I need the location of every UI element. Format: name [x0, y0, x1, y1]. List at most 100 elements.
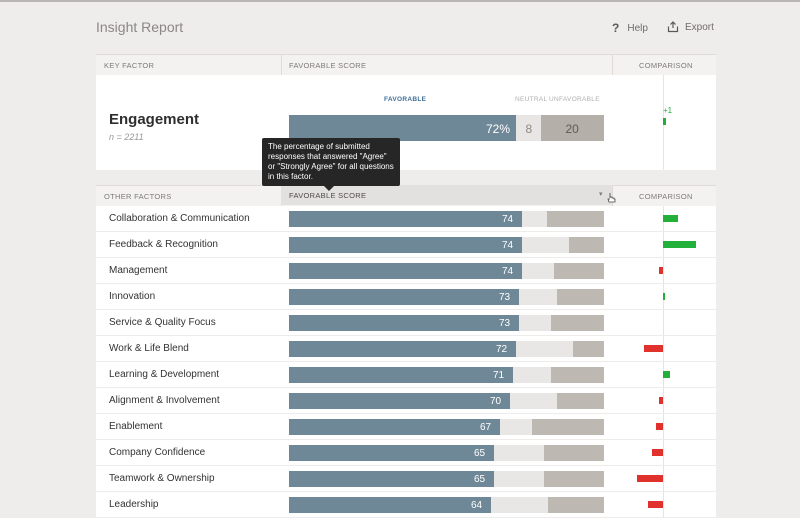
row-divider	[96, 361, 716, 362]
favorable-segment	[289, 393, 510, 409]
factor-score-bar[interactable]: 74	[289, 211, 604, 227]
favorable-score-value: 74	[502, 266, 514, 277]
factor-name: Company Confidence	[109, 447, 206, 458]
factor-row[interactable]: Feedback & Recognition 74	[96, 232, 716, 258]
comparison-bar	[663, 293, 665, 300]
favorable-score-value: 64	[471, 500, 483, 511]
unfavorable-segment	[573, 341, 604, 357]
factor-name: Collaboration & Communication	[109, 213, 250, 224]
favorable-segment	[289, 211, 522, 227]
col-favorable-score-text[interactable]: FAVORABLE SCORE	[289, 191, 367, 200]
help-button[interactable]: ? Help	[612, 21, 648, 35]
unfavorable-segment	[547, 211, 604, 227]
sort-arrow-icon[interactable]: ▾	[599, 191, 603, 198]
favorable-segment	[289, 341, 516, 357]
factor-name: Management	[109, 265, 168, 276]
export-icon	[667, 21, 679, 33]
factor-score-bar[interactable]: 64	[289, 497, 604, 513]
factor-row[interactable]: Innovation 73	[96, 284, 716, 310]
factor-score-bar[interactable]: 72	[289, 341, 604, 357]
col-other-factors: OTHER FACTORS	[104, 192, 172, 201]
favorable-segment	[289, 367, 513, 383]
factor-name: Learning & Development	[109, 369, 220, 380]
factor-name: Leadership	[109, 499, 159, 510]
comparison-bar	[663, 371, 670, 378]
factor-score-bar[interactable]: 65	[289, 471, 604, 487]
comparison-bar	[659, 397, 663, 404]
row-divider	[96, 439, 716, 440]
factor-row[interactable]: Teamwork & Ownership 65	[96, 466, 716, 492]
col-comparison: COMPARISON	[639, 192, 693, 201]
export-button[interactable]: Export	[667, 21, 714, 33]
key-factor-score-bar[interactable]: 72% 8 20	[289, 115, 604, 141]
favorable-score-tooltip: The percentage of submitted responses th…	[262, 138, 400, 191]
row-divider	[96, 257, 716, 258]
neutral-segment	[500, 419, 532, 435]
help-label: Help	[627, 22, 648, 34]
neutral-segment	[519, 289, 557, 305]
unfavorable-segment	[557, 393, 604, 409]
comparison-bar	[656, 423, 663, 430]
factor-row[interactable]: Enablement 67	[96, 414, 716, 440]
favorable-score-value: 70	[490, 396, 502, 407]
factor-row[interactable]: Leadership 64	[96, 492, 716, 518]
comparison-bar	[637, 475, 663, 482]
favorable-score-value: 71	[493, 370, 505, 381]
favorable-segment	[289, 445, 494, 461]
factor-name: Service & Quality Focus	[109, 317, 216, 328]
row-divider	[96, 465, 716, 466]
key-comparison-label: +1	[663, 106, 673, 115]
factor-row[interactable]: Management 74	[96, 258, 716, 284]
factor-score-bar[interactable]: 73	[289, 289, 604, 305]
key-factor-header: KEY FACTOR FAVORABLE SCORE COMPARISON	[96, 54, 716, 76]
factor-row[interactable]: Company Confidence 65	[96, 440, 716, 466]
factor-score-bar[interactable]: 73	[289, 315, 604, 331]
favorable-segment	[289, 315, 519, 331]
comparison-zero-line	[663, 206, 664, 518]
hand-cursor-icon	[607, 190, 616, 208]
row-divider	[96, 309, 716, 310]
factor-score-bar[interactable]: 65	[289, 445, 604, 461]
favorable-segment	[289, 419, 500, 435]
favorable-segment	[289, 263, 522, 279]
export-label: Export	[685, 21, 714, 33]
key-factor-name: Engagement	[109, 111, 200, 128]
neutral-segment	[519, 315, 551, 331]
row-divider	[96, 283, 716, 284]
favorable-score-value: 72	[496, 344, 508, 355]
neutral-segment	[494, 445, 544, 461]
favorable-score-value: 74	[502, 240, 514, 251]
favorable-score-value: 65	[474, 474, 486, 485]
key-factor-n: n = 2211	[109, 132, 144, 142]
row-divider	[96, 413, 716, 414]
factor-score-bar[interactable]: 71	[289, 367, 604, 383]
comparison-bar	[663, 241, 696, 248]
favorable-score-value: 73	[499, 292, 511, 303]
unfavorable-segment	[541, 115, 604, 141]
neutral-segment	[522, 237, 569, 253]
legend-neutral: NEUTRAL	[515, 96, 548, 103]
comparison-bar	[644, 345, 663, 352]
factor-row[interactable]: Service & Quality Focus 73	[96, 310, 716, 336]
neutral-segment	[494, 471, 544, 487]
comparison-bar	[659, 267, 663, 274]
factor-row[interactable]: Learning & Development 71	[96, 362, 716, 388]
favorable-segment	[289, 289, 519, 305]
unfavorable-segment	[569, 237, 604, 253]
col-favorable-score: FAVORABLE SCORE	[289, 61, 367, 70]
factor-row[interactable]: Collaboration & Communication 74	[96, 206, 716, 232]
unfavorable-value: 20	[565, 122, 579, 136]
row-divider	[96, 231, 716, 232]
factor-score-bar[interactable]: 67	[289, 419, 604, 435]
header-divider	[612, 55, 613, 75]
factor-row[interactable]: Alignment & Involvement 70	[96, 388, 716, 414]
factor-row[interactable]: Work & Life Blend 72	[96, 336, 716, 362]
factor-name: Alignment & Involvement	[109, 395, 220, 406]
factor-score-bar[interactable]: 74	[289, 263, 604, 279]
unfavorable-segment	[548, 497, 604, 513]
factor-score-bar[interactable]: 70	[289, 393, 604, 409]
unfavorable-segment	[554, 263, 604, 279]
factor-score-bar[interactable]: 74	[289, 237, 604, 253]
neutral-segment	[516, 115, 541, 141]
top-border	[0, 0, 800, 2]
